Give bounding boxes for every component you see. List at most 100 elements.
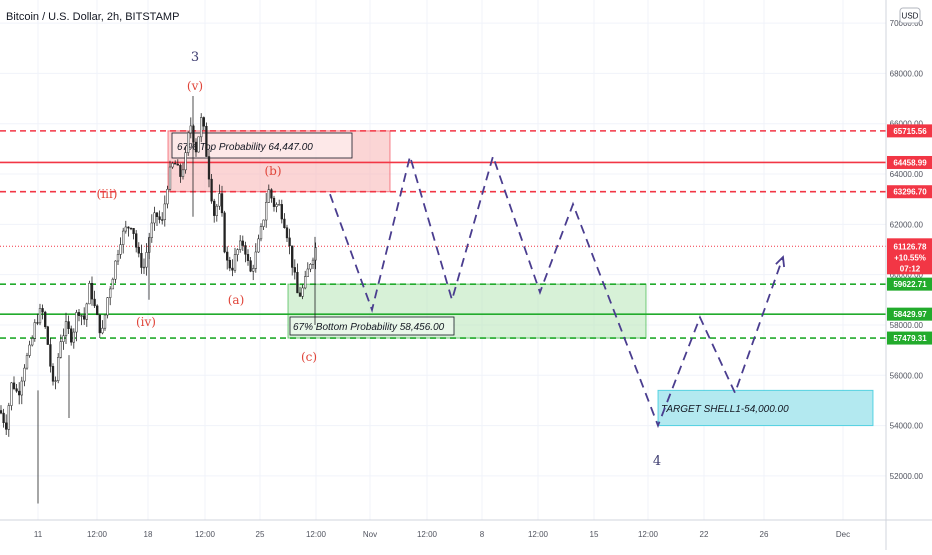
candle <box>166 185 169 209</box>
x-tick-label: 11 <box>34 530 43 539</box>
candle-body <box>176 163 179 166</box>
wave-label-3: (iv) <box>136 315 156 329</box>
x-tick-label: 25 <box>256 530 265 539</box>
candle-body <box>7 405 10 430</box>
candle-body <box>28 344 31 356</box>
candle-body <box>101 327 104 334</box>
candle-body <box>267 189 270 203</box>
candle <box>57 353 60 384</box>
candle-body <box>275 204 278 207</box>
candle <box>109 286 112 306</box>
candle-body <box>205 125 208 157</box>
candle <box>202 116 205 131</box>
candle <box>122 227 125 254</box>
candle <box>46 325 49 345</box>
candle <box>38 303 42 326</box>
candle-body <box>51 366 55 382</box>
candle <box>293 259 296 280</box>
candle-body <box>158 216 161 220</box>
candle <box>67 315 70 335</box>
candle-body <box>80 315 83 317</box>
candle <box>257 234 260 253</box>
wave-label-5: (b) <box>264 164 281 178</box>
candle <box>179 163 182 183</box>
price-level-badge <box>887 155 932 169</box>
candle-body <box>57 357 60 381</box>
candle-body <box>288 237 291 247</box>
candle <box>291 245 294 276</box>
currency-button[interactable]: USD <box>899 7 921 24</box>
candle <box>161 212 164 225</box>
candle-body <box>200 117 203 138</box>
candle <box>119 237 122 259</box>
y-tick-label: 60000.00 <box>890 271 924 280</box>
candle-body <box>142 266 146 269</box>
candle-body <box>41 308 44 313</box>
candle <box>296 263 299 294</box>
candle-body <box>228 260 231 269</box>
candle-body <box>283 218 286 228</box>
candle <box>220 185 224 217</box>
candle-body <box>215 205 218 216</box>
candle <box>197 136 200 153</box>
candle-body <box>207 156 211 180</box>
x-tick-label: 12:00 <box>306 530 327 539</box>
candle-body <box>293 267 296 273</box>
candle <box>15 384 18 393</box>
candle <box>72 328 75 349</box>
zone-bottom-label-box <box>289 316 455 336</box>
candle-body <box>244 245 247 255</box>
candle <box>75 309 78 342</box>
candle <box>129 227 133 231</box>
candle <box>298 287 302 297</box>
y-tick-label: 58000.00 <box>890 321 924 330</box>
candle <box>174 160 177 165</box>
candle <box>267 184 270 203</box>
candle <box>12 376 16 391</box>
candle <box>103 314 107 331</box>
candle-body <box>124 226 127 232</box>
candle <box>311 257 315 270</box>
candle <box>272 195 276 212</box>
candle <box>106 296 109 319</box>
candle <box>36 313 39 326</box>
price-level-lines <box>0 130 886 339</box>
candle-body <box>265 202 268 221</box>
candle <box>207 149 211 188</box>
candle <box>246 249 250 266</box>
time-axis[interactable]: 11 12:00 18 12:00 25 12:00 Nov 12:00 8 12:00 15 12:… <box>0 519 932 539</box>
candle <box>23 364 26 387</box>
price-axis[interactable]: 52000.00 54000.00 56000.00 58000.00 60000.00… <box>885 0 932 550</box>
candle-body <box>88 282 91 305</box>
candle-body <box>270 189 273 199</box>
candle <box>150 214 153 243</box>
candle <box>249 257 252 273</box>
candle-body <box>96 305 99 316</box>
candle-body <box>20 380 23 396</box>
y-tick-label: 62000.00 <box>890 220 924 229</box>
candle-body <box>70 328 73 343</box>
x-tick-label: 12:00 <box>417 530 438 539</box>
price-level-label: 58429.97 <box>893 310 927 319</box>
candle <box>142 258 146 274</box>
candle-body <box>36 322 39 324</box>
candle-body <box>213 200 216 216</box>
candle-body <box>114 260 117 280</box>
candle-body <box>127 226 130 229</box>
candle <box>176 159 179 166</box>
candle-body <box>226 251 229 261</box>
price-level-label: 63296.70 <box>893 188 927 197</box>
candle <box>25 352 29 370</box>
candle-body <box>236 249 239 255</box>
candle <box>124 220 127 234</box>
candle <box>41 304 44 320</box>
candle-body <box>252 268 255 272</box>
candle-body <box>85 303 88 320</box>
candle-body <box>62 335 65 342</box>
candle <box>301 284 304 300</box>
candle-body <box>77 312 81 316</box>
candle-body <box>220 193 224 214</box>
candle-body <box>38 308 42 324</box>
candle <box>64 312 68 345</box>
